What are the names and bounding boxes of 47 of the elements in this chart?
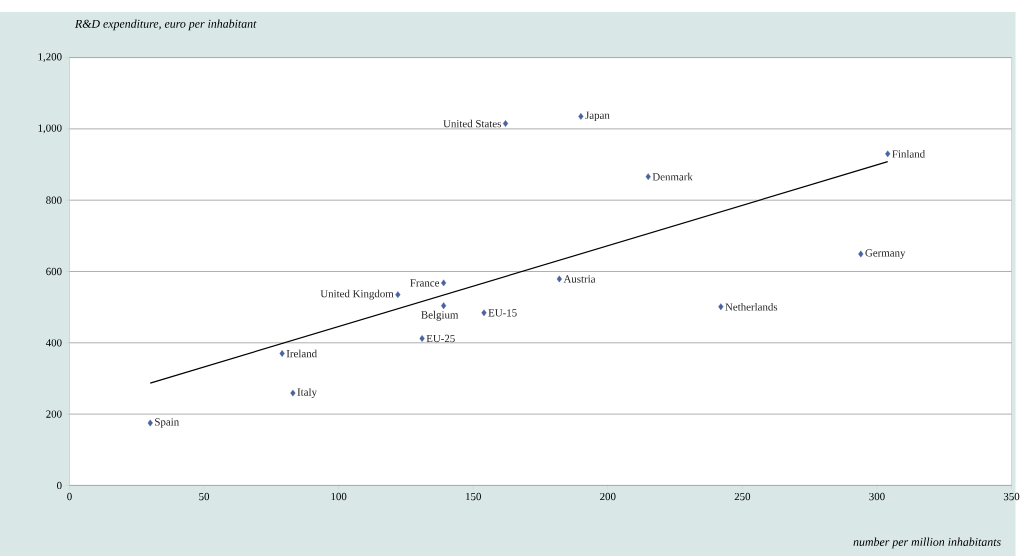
- point: [395, 291, 401, 299]
- annotation: Ireland: [286, 349, 317, 358]
- annotation: EU-25: [426, 334, 455, 343]
- annotation: Netherlands: [725, 303, 778, 311]
- point: [419, 335, 425, 342]
- x-tick-label: 250: [734, 492, 751, 501]
- point: [858, 250, 864, 258]
- point: [147, 419, 153, 427]
- point: [481, 309, 487, 317]
- x-tick-label: 300: [869, 492, 885, 501]
- annotation: Austria: [563, 275, 596, 283]
- x-tick-label: 100: [331, 492, 347, 501]
- annotation: United States: [443, 119, 501, 128]
- annotation: United Kingdom: [320, 289, 394, 300]
- y-axis-title: R&D expenditure, euro per inhabitant: [74, 19, 257, 31]
- annotation: France: [410, 279, 440, 287]
- annotation: Japan: [585, 111, 610, 122]
- annotation: Denmark: [652, 172, 693, 181]
- y-tick-label: 800: [46, 196, 62, 204]
- annotation: Germany: [865, 249, 906, 259]
- y-tick-label: 600: [46, 267, 62, 276]
- x-tick-label: 150: [466, 492, 481, 501]
- x-axis-title: number per million inhabitants: [853, 537, 1001, 549]
- point: [441, 302, 447, 310]
- x-tick-label: 0: [67, 492, 72, 501]
- y-tick-label: 1,000: [38, 124, 62, 134]
- annotation: Italy: [297, 388, 317, 399]
- point: [645, 173, 651, 181]
- annotation: EU-15: [488, 309, 517, 317]
- x-tick-label: 200: [600, 492, 616, 501]
- point: [502, 120, 509, 127]
- point: [718, 303, 724, 311]
- point: [556, 275, 562, 283]
- y-tick-label: 200: [46, 410, 62, 418]
- annotation: Belgium: [421, 310, 459, 321]
- point: [290, 389, 296, 397]
- point: [279, 350, 285, 357]
- point: [885, 150, 891, 158]
- point: [578, 113, 584, 120]
- y-tick-label: 400: [45, 339, 62, 347]
- x-tick-label: 350: [1003, 492, 1020, 501]
- y-tick-label: 1,200: [38, 53, 62, 63]
- annotation: Finland: [892, 150, 925, 158]
- annotation: Spain: [155, 418, 180, 428]
- x-tick-label: 50: [199, 492, 210, 501]
- y-tick-label: 0: [57, 481, 62, 490]
- point: [441, 279, 447, 287]
